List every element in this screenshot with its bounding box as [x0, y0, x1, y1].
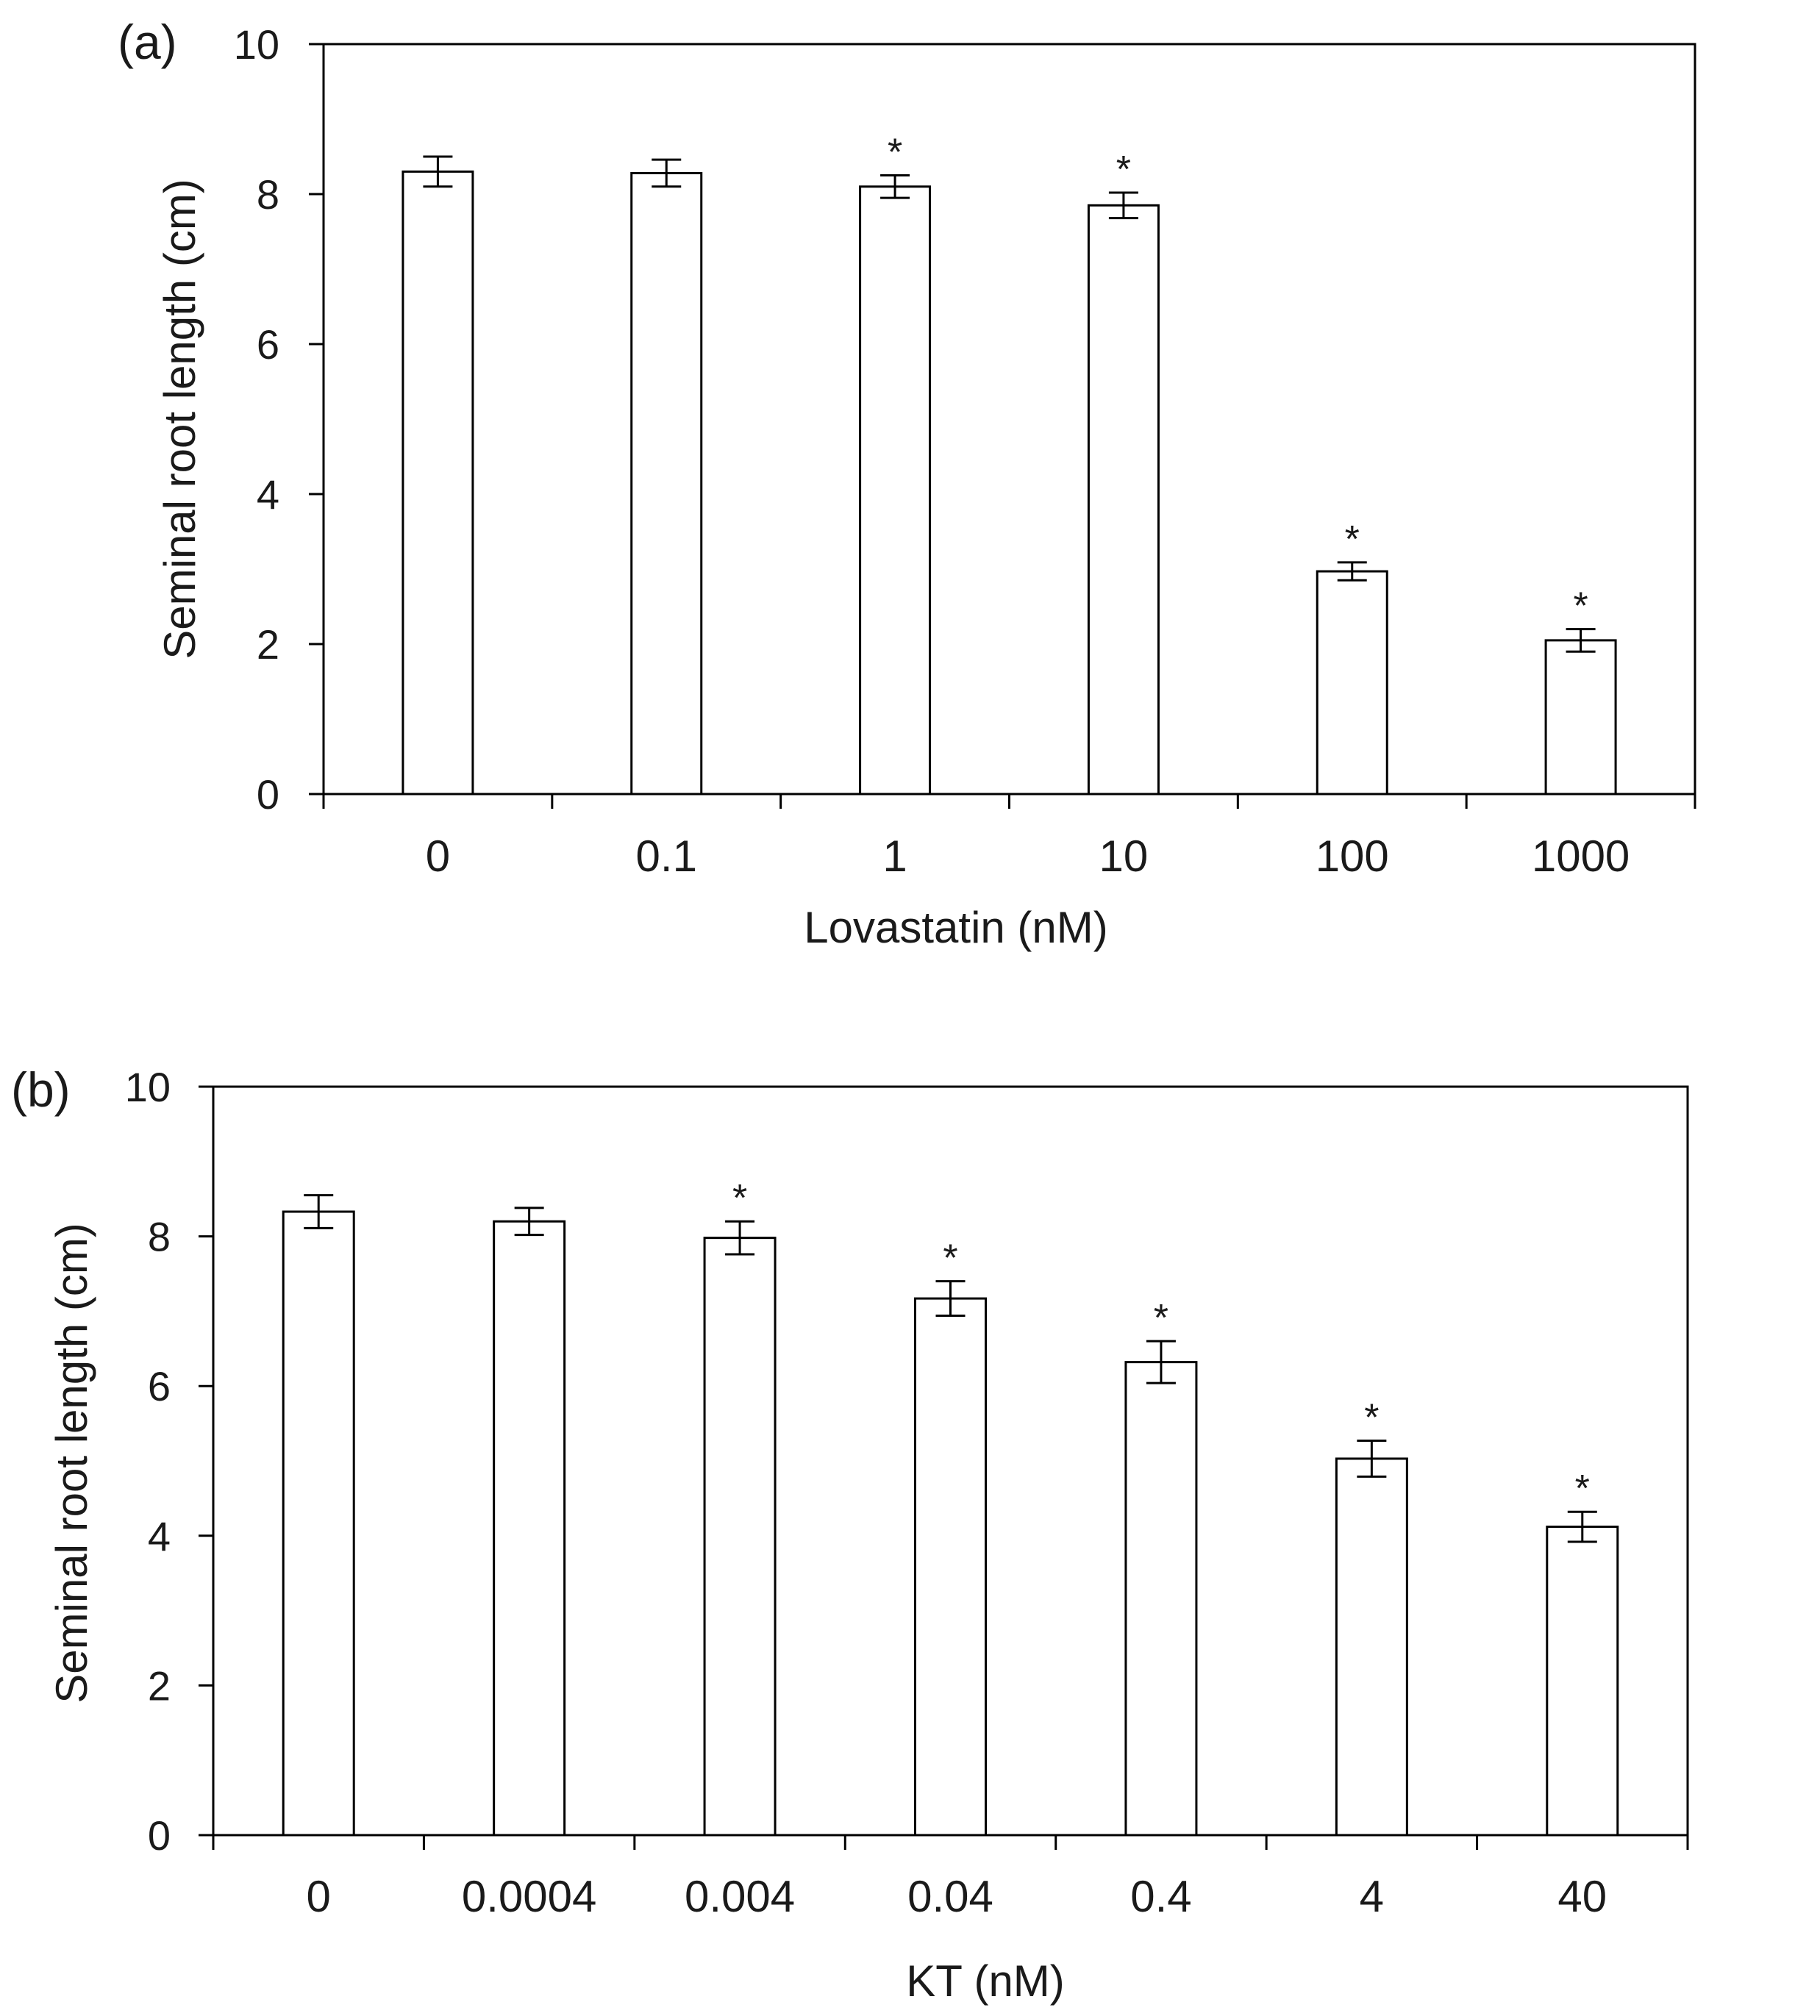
x-tick-label: 0.0004 — [462, 1872, 597, 1921]
bar — [1124, 1361, 1198, 1837]
y-tick-label: 4 — [148, 1513, 171, 1559]
x-tick-label: 100 — [1316, 832, 1389, 881]
y-axis-title: Seminal root length (cm) — [47, 1223, 96, 1704]
y-tick-label: 4 — [257, 471, 279, 518]
x-axis: 0 0.1 1 10 100 1000 — [322, 794, 1696, 881]
panel-label: (a) — [118, 15, 177, 69]
x-tick-label: 4 — [1360, 1872, 1384, 1921]
significance-marker: * — [1573, 585, 1588, 628]
x-tick-label: 1000 — [1532, 832, 1630, 881]
x-axis: 0 0.0004 0.004 0.04 0.4 4 40 — [212, 1835, 1689, 1921]
y-tick-label: 2 — [257, 621, 279, 668]
bar-series: * * * * — [402, 132, 1617, 796]
x-tick-label: 0.4 — [1130, 1872, 1191, 1921]
significance-marker: * — [732, 1177, 747, 1220]
y-tick-label: 6 — [148, 1363, 171, 1409]
plot-frame — [322, 43, 1696, 796]
panel-label: (b) — [11, 1062, 71, 1117]
y-axis: 0 2 4 6 8 10 — [125, 1064, 213, 1859]
bar — [1544, 639, 1617, 796]
x-tick-label: 0 — [426, 832, 450, 881]
x-tick-label: 0.004 — [685, 1872, 795, 1921]
x-tick-label: 0 — [307, 1872, 331, 1921]
y-axis-title: Seminal root length (cm) — [155, 179, 204, 660]
y-tick-label: 0 — [257, 771, 279, 818]
bar — [1546, 1526, 1619, 1837]
x-tick-label: 1 — [882, 832, 907, 881]
significance-marker: * — [1345, 518, 1360, 561]
bar — [402, 170, 474, 796]
x-tick-label: 10 — [1099, 832, 1149, 881]
bar — [1087, 204, 1160, 796]
bar-series: * * * * * — [282, 1177, 1619, 1837]
x-tick-label: 0.04 — [907, 1872, 993, 1921]
bar — [859, 185, 932, 796]
significance-marker: * — [1575, 1468, 1590, 1510]
significance-marker: * — [1364, 1397, 1379, 1440]
significance-marker: * — [1154, 1297, 1168, 1340]
bar — [630, 171, 703, 796]
y-tick-label: 2 — [148, 1662, 171, 1709]
x-axis-title: Lovastatin (nM) — [804, 903, 1108, 952]
bar — [703, 1237, 777, 1837]
significance-marker: * — [1116, 149, 1131, 191]
bar — [914, 1297, 987, 1837]
y-tick-label: 10 — [125, 1064, 171, 1110]
significance-marker: * — [943, 1237, 957, 1280]
y-tick-label: 8 — [148, 1214, 171, 1260]
y-axis: 0 2 4 6 8 10 — [234, 21, 324, 818]
significance-marker: * — [888, 132, 902, 174]
bar — [493, 1220, 566, 1837]
bar — [1316, 570, 1388, 796]
x-tick-label: 0.1 — [636, 832, 697, 881]
bar — [1335, 1457, 1408, 1837]
x-tick-label: 40 — [1557, 1872, 1607, 1921]
y-tick-label: 10 — [234, 21, 279, 68]
panel-a: (a) 0 2 4 6 8 10 0 0.1 1 10 100 1000 * * * * Lovastat… — [118, 15, 1696, 952]
bar — [282, 1210, 355, 1837]
x-axis-title: KT (nM) — [906, 1956, 1065, 2006]
y-tick-label: 8 — [257, 171, 279, 218]
y-tick-label: 6 — [257, 321, 279, 368]
y-tick-label: 0 — [148, 1812, 171, 1859]
